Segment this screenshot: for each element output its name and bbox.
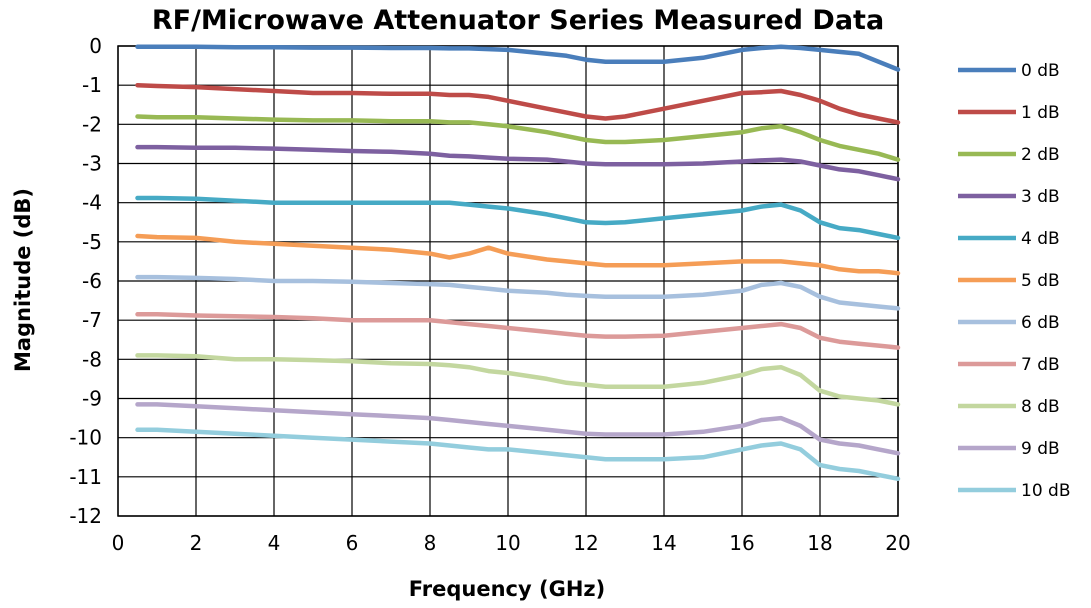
y-tick-label: -1 <box>82 73 102 97</box>
series-line-7-db <box>135 312 901 350</box>
x-tick-label: 16 <box>729 531 754 555</box>
series-line-10-db <box>135 427 901 482</box>
x-tick-label: 12 <box>573 531 598 555</box>
series-line-1-db <box>135 82 901 125</box>
y-tick-label: -11 <box>69 465 102 489</box>
y-axis-title: Magnitude (dB) <box>11 188 35 372</box>
x-tick-label: 2 <box>190 531 203 555</box>
x-tick-label: 18 <box>807 531 832 555</box>
legend: 0 dB 1 dB 2 dB 3 dB 4 dB 5 dB 6 dB 7 dB 8 dB 9 dB… <box>958 61 1071 501</box>
y-tick-label: -12 <box>69 504 102 528</box>
y-tick-label: -9 <box>82 387 102 411</box>
y-tick-label: -4 <box>82 191 102 215</box>
x-tick-label: 8 <box>424 531 437 555</box>
chart-title: RF/Microwave Attenuator Series Measured … <box>152 5 884 36</box>
legend-label: 8 dB <box>1021 397 1060 417</box>
y-tick-label: -6 <box>82 269 102 293</box>
y-tick-label: 0 <box>89 34 102 58</box>
legend-label: 2 dB <box>1021 145 1060 165</box>
x-axis-title: Frequency (GHz) <box>409 577 605 601</box>
legend-label: 5 dB <box>1021 271 1060 291</box>
y-tick-label: -7 <box>82 308 102 332</box>
y-tick-label: -3 <box>82 152 102 176</box>
y-tick-label: -2 <box>82 112 102 136</box>
y-tick-label: -8 <box>82 347 102 371</box>
x-axis-tick-labels: 0 2 4 6 8 10 12 14 16 18 20 <box>112 531 911 555</box>
series-line-0-db <box>135 44 901 72</box>
y-axis-tick-labels: 0 -1 -2 -3 -4 -5 -6 -7 -8 -9 -10 -11 -12 <box>69 34 102 528</box>
legend-label: 9 dB <box>1021 439 1060 459</box>
series-line-6-db <box>135 274 901 311</box>
legend-label: 4 dB <box>1021 229 1060 249</box>
x-tick-label: 0 <box>112 531 125 555</box>
series-line-8-db <box>135 353 901 407</box>
series-lines <box>135 44 901 482</box>
series-line-9-db <box>135 402 901 456</box>
x-tick-label: 4 <box>268 531 281 555</box>
y-tick-label: -5 <box>82 230 102 254</box>
legend-label: 1 dB <box>1021 103 1060 123</box>
x-tick-label: 6 <box>346 531 359 555</box>
series-line-3-db <box>135 144 901 182</box>
legend-label: 6 dB <box>1021 313 1060 333</box>
y-tick-label: -10 <box>69 426 102 450</box>
legend-label: 10 dB <box>1021 481 1071 501</box>
legend-label: 3 dB <box>1021 187 1060 207</box>
x-tick-label: 20 <box>885 531 910 555</box>
legend-label: 0 dB <box>1021 61 1060 81</box>
series-line-2-db <box>135 114 901 162</box>
series-line-4-db <box>135 195 901 241</box>
x-tick-label: 14 <box>651 531 676 555</box>
series-line-5-db <box>135 233 901 276</box>
x-tick-label: 10 <box>495 531 520 555</box>
legend-label: 7 dB <box>1021 355 1060 375</box>
